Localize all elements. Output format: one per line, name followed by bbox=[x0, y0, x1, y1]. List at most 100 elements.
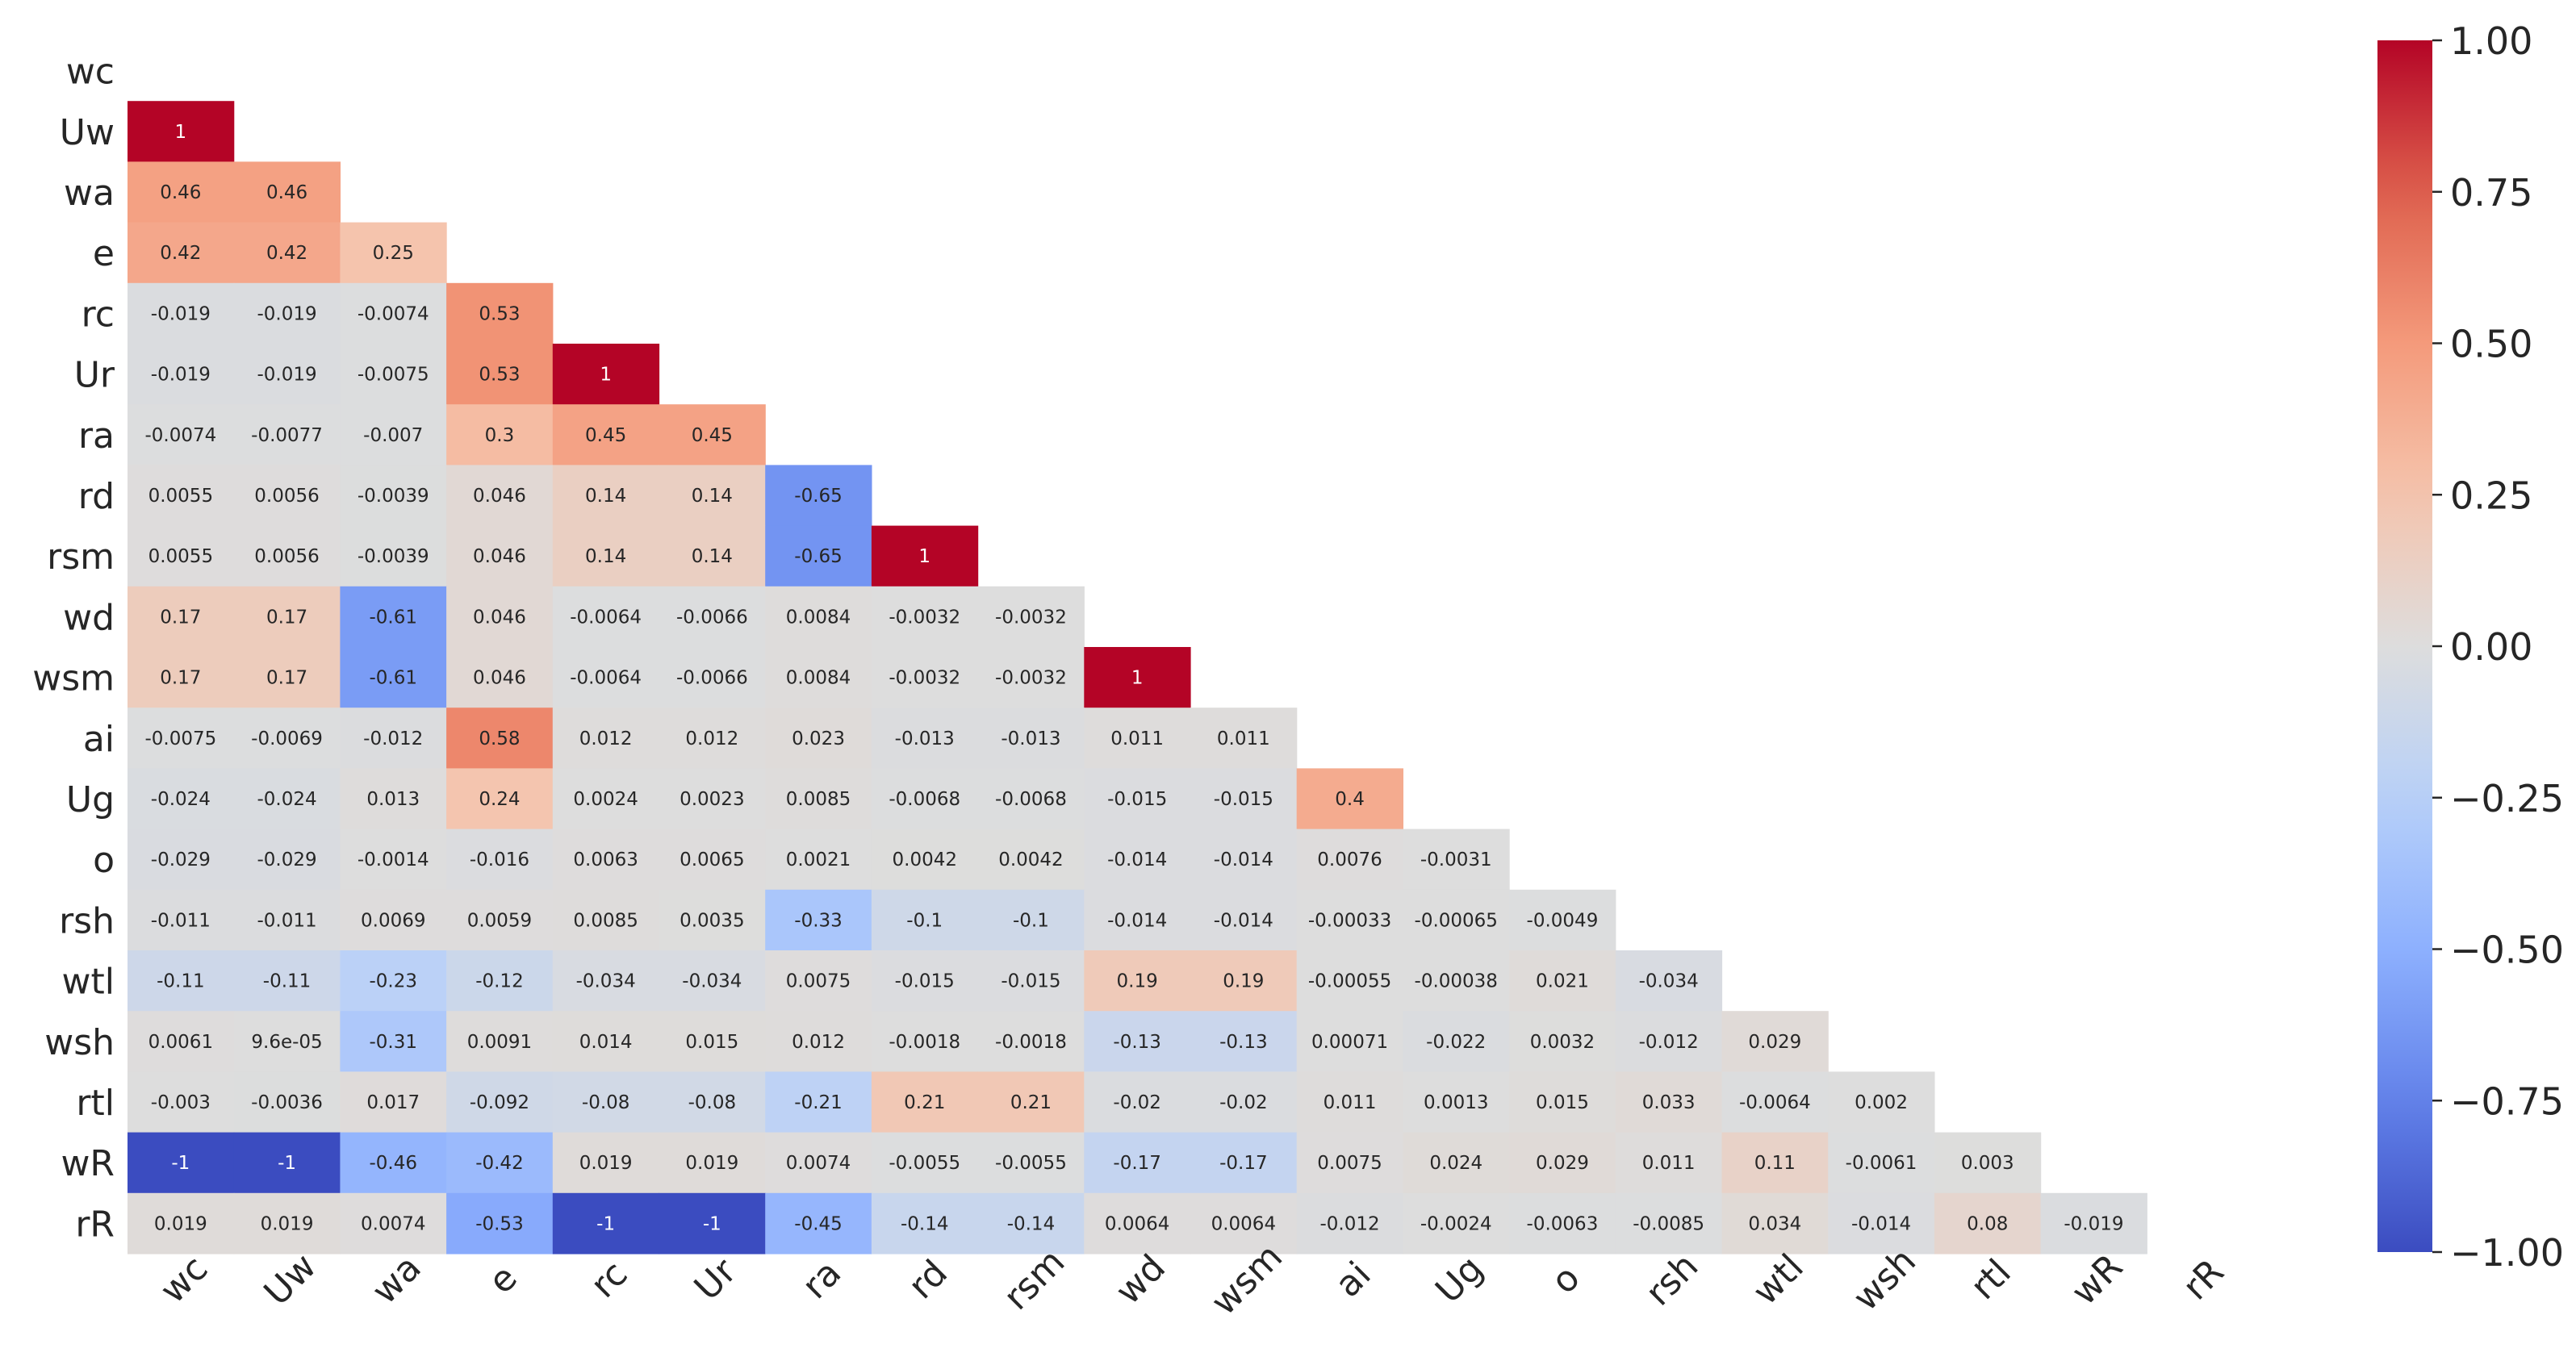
heatmap-cell-rR-o bbox=[1509, 1192, 1616, 1254]
heatmap-cell-rsh-Ug bbox=[1403, 889, 1510, 951]
y-tick-label-Uw: Uw bbox=[60, 112, 115, 153]
cell-value-label: -0.012 bbox=[1639, 1032, 1699, 1053]
x-tick-label-rtl: rtl bbox=[1963, 1251, 2019, 1308]
y-tick-label-Ur: Ur bbox=[74, 355, 115, 396]
heatmap-cell-wtl-rsh bbox=[1615, 950, 1723, 1012]
cell-value-label: 0.3 bbox=[485, 425, 515, 446]
heatmap-cell-ai-ra bbox=[765, 708, 872, 769]
cell-value-label: -0.0068 bbox=[995, 789, 1067, 810]
cell-value-label: -0.00038 bbox=[1415, 971, 1498, 992]
heatmap-cell-rtl-wa bbox=[340, 1071, 447, 1133]
heatmap-cell-wsh-rc bbox=[552, 1011, 660, 1072]
cell-value-label: -0.0014 bbox=[358, 849, 429, 870]
heatmap-cell-rR-wR bbox=[2040, 1192, 2147, 1254]
cell-value-label: 0.0055 bbox=[148, 486, 213, 507]
cell-value-label: 0.023 bbox=[792, 728, 845, 749]
cell-value-label: -0.13 bbox=[1113, 1032, 1161, 1053]
heatmap-cell-wsh-Ug bbox=[1403, 1011, 1510, 1072]
heatmap-cell-Ug-wd bbox=[1084, 768, 1191, 830]
cell-value-label: -0.65 bbox=[794, 486, 843, 507]
cell-value-label: 0.019 bbox=[261, 1213, 314, 1234]
heatmap-cell-wsh-Ur bbox=[659, 1011, 766, 1072]
heatmap-cell-wd-ra bbox=[765, 586, 872, 648]
heatmap-cell-wd-e bbox=[446, 586, 554, 648]
cell-value-label: 0.0084 bbox=[786, 607, 851, 628]
x-tick-label-wd: wd bbox=[1108, 1247, 1173, 1313]
heatmap-cell-wd-Ur bbox=[659, 586, 766, 648]
heatmap-cell-rtl-e bbox=[446, 1071, 554, 1133]
cell-value-label: -0.42 bbox=[475, 1153, 524, 1174]
heatmap-cell-rtl-rc bbox=[552, 1071, 660, 1133]
heatmap-cell-wtl-wa bbox=[340, 950, 447, 1012]
heatmap-cell-wd-wc bbox=[128, 586, 235, 648]
cell-value-label: -0.022 bbox=[1426, 1032, 1486, 1053]
cell-value-label: -0.02 bbox=[1219, 1092, 1268, 1113]
heatmap-cell-rsh-Uw bbox=[233, 889, 341, 951]
heatmap-cell-wtl-Ug bbox=[1403, 950, 1510, 1012]
heatmap-cell-rsm-e bbox=[446, 525, 554, 587]
heatmap-cell-wtl-wc bbox=[128, 950, 235, 1012]
cell-value-label: -0.003 bbox=[151, 1092, 211, 1113]
heatmap-cell-ai-wa bbox=[340, 708, 447, 769]
cell-value-label: 0.0055 bbox=[148, 546, 213, 567]
heatmap-cell-rR-Ug bbox=[1403, 1192, 1510, 1254]
cell-value-label: -0.029 bbox=[151, 849, 211, 870]
heatmap-cell-Ur-Uw bbox=[233, 344, 341, 405]
heatmap-cell-rsm-Uw bbox=[233, 525, 341, 587]
heatmap-cell-o-rsm bbox=[977, 829, 1085, 891]
cell-value-label: -0.45 bbox=[794, 1213, 843, 1234]
heatmap-cell-ai-Ur bbox=[659, 708, 766, 769]
cell-value-label: -0.015 bbox=[1001, 971, 1060, 992]
x-tick-label-wa: wa bbox=[364, 1247, 429, 1313]
cell-value-label: 0.0084 bbox=[786, 668, 851, 689]
cell-value-label: 0.4 bbox=[1335, 789, 1365, 810]
cell-value-label: -0.0061 bbox=[1846, 1153, 1917, 1174]
cell-value-label: -0.17 bbox=[1219, 1153, 1268, 1174]
heatmap-cell-wd-rsm bbox=[977, 586, 1085, 648]
cell-value-label: -0.0018 bbox=[995, 1032, 1067, 1053]
cell-value-label: 0.0091 bbox=[467, 1032, 532, 1053]
heatmap-cell-wtl-ai bbox=[1296, 950, 1403, 1012]
cell-value-label: -0.024 bbox=[151, 789, 211, 810]
heatmap-cell-wR-o bbox=[1509, 1132, 1616, 1194]
cell-value-label: 0.014 bbox=[579, 1032, 633, 1053]
cell-value-label: -1 bbox=[171, 1153, 190, 1174]
heatmap-cell-wd-wa bbox=[340, 586, 447, 648]
cell-value-label: 0.002 bbox=[1855, 1092, 1908, 1113]
cell-value-label: -0.33 bbox=[794, 910, 843, 931]
cell-value-label: 0.0064 bbox=[1211, 1213, 1276, 1234]
cell-value-label: -0.011 bbox=[257, 910, 316, 931]
heatmap-cell-wR-wtl bbox=[1721, 1132, 1829, 1194]
heatmap-cell-wa-wc bbox=[128, 161, 235, 223]
heatmap-cell-rd-Uw bbox=[233, 465, 341, 527]
heatmap-cell-rd-rc bbox=[552, 465, 660, 527]
heatmap-cell-wsh-wsm bbox=[1190, 1011, 1298, 1072]
heatmap-cell-rtl-rsm bbox=[977, 1071, 1085, 1133]
heatmap-cell-wR-Ug bbox=[1403, 1132, 1510, 1194]
heatmap-cell-Ug-wc bbox=[128, 768, 235, 830]
heatmap-cell-ai-wsm bbox=[1190, 708, 1298, 769]
heatmap-cell-Ug-rc bbox=[552, 768, 660, 830]
cell-value-label: 0.08 bbox=[1967, 1213, 2008, 1234]
heatmap-cell-ra-wc bbox=[128, 404, 235, 465]
colorbar-tick-label: −0.25 bbox=[2450, 777, 2564, 820]
heatmap-cell-rtl-ra bbox=[765, 1071, 872, 1133]
heatmap-cell-rtl-wtl bbox=[1721, 1071, 1829, 1133]
x-tick-label-ai: ai bbox=[1328, 1254, 1379, 1305]
cell-value-label: -0.019 bbox=[151, 365, 211, 386]
heatmap-cell-wsh-e bbox=[446, 1011, 554, 1072]
heatmap-cell-wd-rc bbox=[552, 586, 660, 648]
cell-value-label: 0.53 bbox=[479, 365, 520, 386]
heatmap-cell-Ug-wsm bbox=[1190, 768, 1298, 830]
cell-value-label: -0.11 bbox=[263, 971, 312, 992]
heatmap-cell-ai-rd bbox=[871, 708, 979, 769]
heatmap-cell-Ug-Ur bbox=[659, 768, 766, 830]
heatmap-cell-wsh-rsm bbox=[977, 1011, 1085, 1072]
cell-value-label: 0.42 bbox=[266, 243, 307, 264]
cell-value-label: 0.003 bbox=[1961, 1153, 2014, 1174]
heatmap-cell-rtl-wd bbox=[1084, 1071, 1191, 1133]
cell-value-label: -0.08 bbox=[582, 1092, 630, 1113]
heatmap-cell-rR-rc bbox=[552, 1192, 660, 1254]
cell-value-label: 0.019 bbox=[154, 1213, 207, 1234]
heatmap-cell-rsm-wa bbox=[340, 525, 447, 587]
